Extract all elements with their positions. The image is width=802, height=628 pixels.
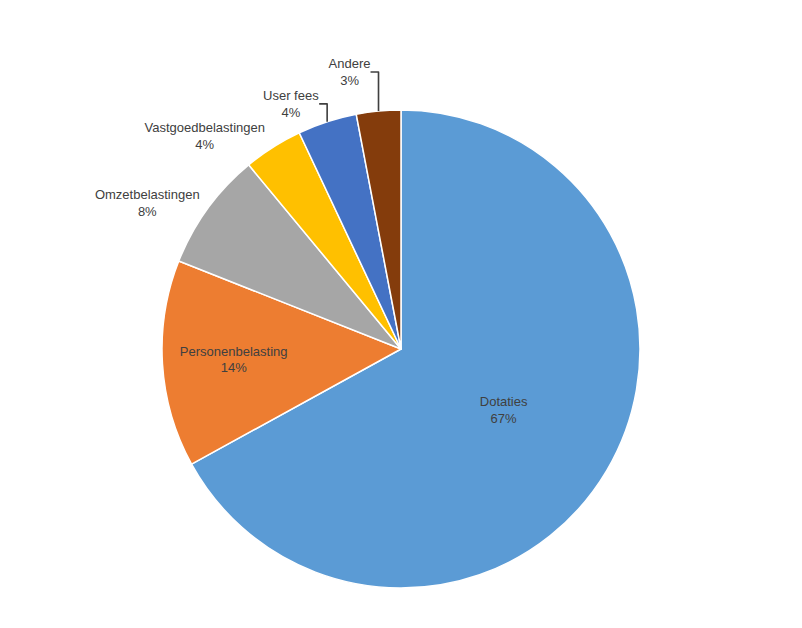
svg-text:Vastgoedbelastingen4%: Vastgoedbelastingen4%: [144, 120, 264, 152]
svg-text:Personenbelasting14%: Personenbelasting14%: [180, 344, 288, 376]
svg-text:Omzetbelastingen8%: Omzetbelastingen8%: [95, 187, 200, 219]
svg-text:User fees4%: User fees4%: [263, 88, 319, 120]
svg-text:Dotaties67%: Dotaties67%: [480, 394, 528, 426]
svg-text:Andere3%: Andere3%: [329, 56, 371, 88]
